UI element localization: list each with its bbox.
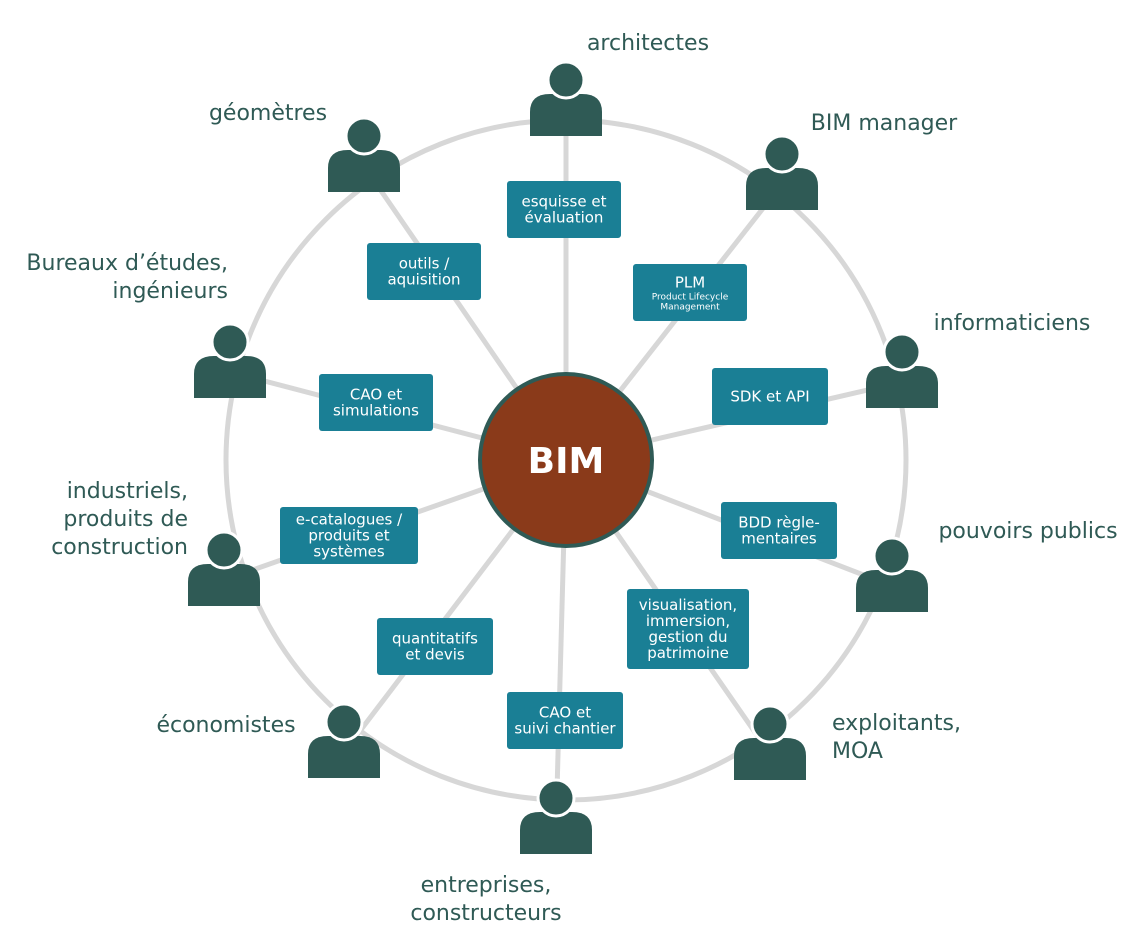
role-labels: architectes BIM manager informaticiens pouv… [26,31,1117,926]
role-label-geometres: géomètres [209,101,327,126]
tool-box-label: produits et [308,527,389,545]
tool-box-label: systèmes [313,543,384,561]
tool-box-label: suivi chantier [514,720,616,738]
person-head [536,778,576,818]
person-icon [746,134,818,210]
role-label-entreprises: entreprises, [421,873,552,898]
tool-box-label: esquisse et [522,193,607,211]
tool-box-bg [721,502,837,559]
person-body [520,812,592,854]
role-label-exploitants: exploitants, [832,711,961,736]
role-label-exploitants: MOA [832,739,883,764]
tool-box-label: CAO et [350,386,402,404]
person-body [188,564,260,606]
tool-box-visualisation: visualisation,immersion,gestion dupatrim… [627,589,749,669]
tool-box-label: simulations [333,402,419,420]
tool-box-label: quantitatifs [392,630,478,648]
tool-box-label: patrimoine [647,644,729,662]
tool-box-bg [712,368,828,425]
tool-box-sdk: SDK et API [712,368,828,425]
tool-box-label: et devis [405,646,465,664]
tool-box-label: PLM [675,274,705,292]
tool-box-bg [319,374,433,431]
role-label-bureaux: Bureaux d’études, [26,251,228,276]
person-head [750,704,790,744]
person-head [344,116,384,156]
tool-box-label: aquisition [387,271,460,289]
tool-box-bg [507,692,623,749]
person-icons [188,60,938,854]
tool-box-label: outils / [399,255,450,273]
tool-box-sublabel: Management [660,303,720,313]
role-label-informaticiens: informaticiens [934,311,1091,336]
person-head [872,536,912,576]
person-head [882,332,922,372]
role-label-economistes: économistes [156,713,295,738]
role-label-entreprises: constructeurs [410,901,561,926]
role-label-pouvoirs-publics: pouvoirs publics [938,519,1117,544]
person-icon [734,704,806,780]
person-icon [328,116,400,192]
person-icon [856,536,928,612]
person-body [308,736,380,778]
person-head [546,60,586,100]
tool-box-label: évaluation [525,209,604,227]
person-body [530,94,602,136]
role-label-industriels: produits de [63,507,188,532]
tool-box-label: mentaires [741,530,817,548]
tool-box-bg [280,507,418,564]
person-icon [308,702,380,778]
bim-center: BIM [478,372,654,548]
bim-center-circle [478,372,654,548]
person-body [328,150,400,192]
role-label-industriels: construction [51,535,188,560]
tool-box-bdd: BDD règle-mentaires [721,502,837,559]
tool-box-bg [627,589,749,669]
person-head [210,322,250,362]
person-icon [188,530,260,606]
person-icon [520,778,592,854]
tool-box-label: gestion du [648,628,727,646]
tool-box-bg [367,243,481,300]
role-label-architectes: architectes [587,31,709,56]
person-icon [194,322,266,398]
tool-box-label: BDD règle- [738,514,820,532]
person-head [204,530,244,570]
tool-box-sublabel: Product Lifecycle [652,293,729,303]
tool-box-bg [377,618,493,675]
person-body [856,570,928,612]
tool-box-bg [507,181,621,238]
person-body [746,168,818,210]
person-icon [866,332,938,408]
person-body [866,366,938,408]
role-label-industriels: industriels, [67,479,188,504]
person-body [734,738,806,780]
role-label-bureaux: ingénieurs [112,279,228,304]
tool-box-label: SDK et API [730,388,809,406]
tool-box-outils: outils /aquisition [367,243,481,300]
tool-box-label: CAO et [539,704,591,722]
role-label-bim-manager: BIM manager [811,111,958,136]
bim-center-label: BIM [528,441,605,482]
tool-box-bg [633,264,747,321]
person-head [762,134,802,174]
tool-box-label: e-catalogues / [296,511,403,529]
person-head [324,702,364,742]
tool-box-label: visualisation, [639,596,737,614]
person-body [194,356,266,398]
tool-box-label: immersion, [646,612,730,630]
person-icon [530,60,602,136]
